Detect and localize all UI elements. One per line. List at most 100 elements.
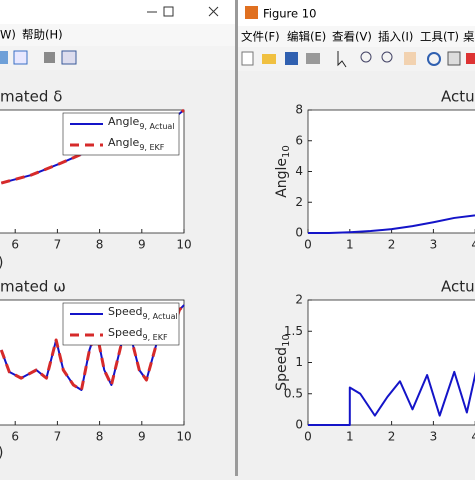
y-tick-label: 4 [295,164,303,178]
chart-title: mated ω [0,278,66,296]
y-tick-label: 2 [295,293,303,307]
y-axis-label: Speed10 [274,334,292,391]
app-icon [245,6,258,19]
x-tick-label: 1 [346,430,354,444]
left-toolbar [0,46,235,70]
menu-item[interactable]: 插入(I) [378,30,413,44]
x-tick-label: 7 [54,238,62,252]
menu-item[interactable]: 查看(V) [332,30,372,44]
y-tick-label: 6 [295,133,303,147]
tool-icon[interactable] [262,54,276,64]
x-tick-label: 2 [388,430,396,444]
x-tick-label: 9 [138,430,146,444]
x-tick-label: 4 [471,238,475,252]
menu-item[interactable]: 桌 [463,30,475,44]
axes-box [307,299,475,426]
x-tick-label: 2 [388,238,396,252]
menu-item[interactable]: W) [0,28,16,42]
tool-icon[interactable] [13,50,28,65]
axes-box [307,109,475,234]
chart: 0 1 2 3 4 0 0.5 1 1.5 2 Actua Speed10 [274,278,475,444]
x-tick-label: 9 [138,238,146,252]
y-tick-label: 1.5 [284,324,303,338]
right-toolbar [238,47,475,71]
y-tick-label: 8 [295,103,303,117]
right-menubar [238,26,475,47]
tool-icon[interactable] [381,51,393,63]
x-tick-label: 4 [471,430,475,444]
menu-item[interactable]: 编辑(E) [287,30,326,44]
window-title: Figure 10 [263,7,316,21]
legend-box [62,112,180,156]
y-axis-label-subscript: 10 [281,334,292,347]
legend-label: Speed9, EKF [108,326,168,342]
data-line [0,303,186,392]
x-tick-label: 10 [176,238,191,252]
x-tick-label: 8 [96,430,104,444]
tool-icon[interactable] [337,51,347,68]
legend-subscript: 9, Actual [142,312,177,321]
chart-title: mated δ [0,88,62,106]
x-tick-label: 1 [346,238,354,252]
tool-icon[interactable] [0,51,8,64]
x-tick-label: 3 [430,430,438,444]
legend-name: Speed [108,326,142,339]
y-axis-label-subscript: 10 [281,145,292,158]
x-axis-label: ) [0,255,3,271]
x-tick-label: 7 [54,430,62,444]
legend-label: Angle9, Actual [108,115,175,131]
tool-icon[interactable] [360,51,372,63]
legend-box [62,302,180,346]
y-axis-label-text: Angle [274,158,290,198]
tool-icon[interactable] [447,51,461,66]
menu-item[interactable]: 工具(T) [420,30,459,44]
x-tick-label: 6 [11,238,19,252]
legend-name: Angle [108,136,140,149]
legend-name: Angle [108,115,140,128]
tool-icon[interactable] [285,52,298,65]
legend-subscript: 9, EKF [142,333,167,342]
x-tick-label: 0 [304,238,312,252]
x-axis-label: ) [0,445,3,461]
legend-label: Speed9, Actual [108,305,178,321]
x-tick-label: 6 [11,430,19,444]
legend-name: Speed [108,305,142,318]
chart-title: Actua [441,278,475,296]
left-titlebar [0,0,235,24]
tool-icon[interactable] [404,52,416,65]
legend-subscript: 9, Actual [139,122,174,131]
maximize-button[interactable] [163,6,174,17]
y-tick-label: 1 [295,355,303,369]
toolbar-icons [241,51,475,68]
x-tick-label: 0 [304,430,312,444]
y-axis-label-text: Speed [274,347,290,391]
menu-item[interactable]: 帮助(H) [22,28,63,42]
tool-icon[interactable] [61,50,77,65]
x-tick-label: 3 [430,238,438,252]
tool-icon[interactable] [306,53,320,64]
y-tick-label: 0 [295,226,303,240]
y-tick-label: 2 [295,195,303,209]
y-tick-label: 0 [295,418,303,432]
right-titlebar [238,0,475,26]
window-border [235,0,238,476]
chart-title: Actua [441,88,475,106]
y-tick-label: 0.5 [284,386,303,400]
close-button[interactable] [208,6,219,17]
left-menubar [0,24,235,46]
tool-icon[interactable] [241,51,254,66]
legend-label: Angle9, EKF [108,136,165,152]
legend-subscript: 9, EKF [139,143,164,152]
x-tick-label: 8 [96,238,104,252]
tool-icon[interactable] [427,52,441,66]
tool-icon[interactable] [466,53,475,64]
chart: 0 1 2 3 4 0 2 4 6 8 Actua Angle10 [274,88,475,252]
tool-icon[interactable] [44,52,55,63]
menu-item[interactable]: 文件(F) [241,30,280,44]
x-tick-label: 10 [176,430,191,444]
